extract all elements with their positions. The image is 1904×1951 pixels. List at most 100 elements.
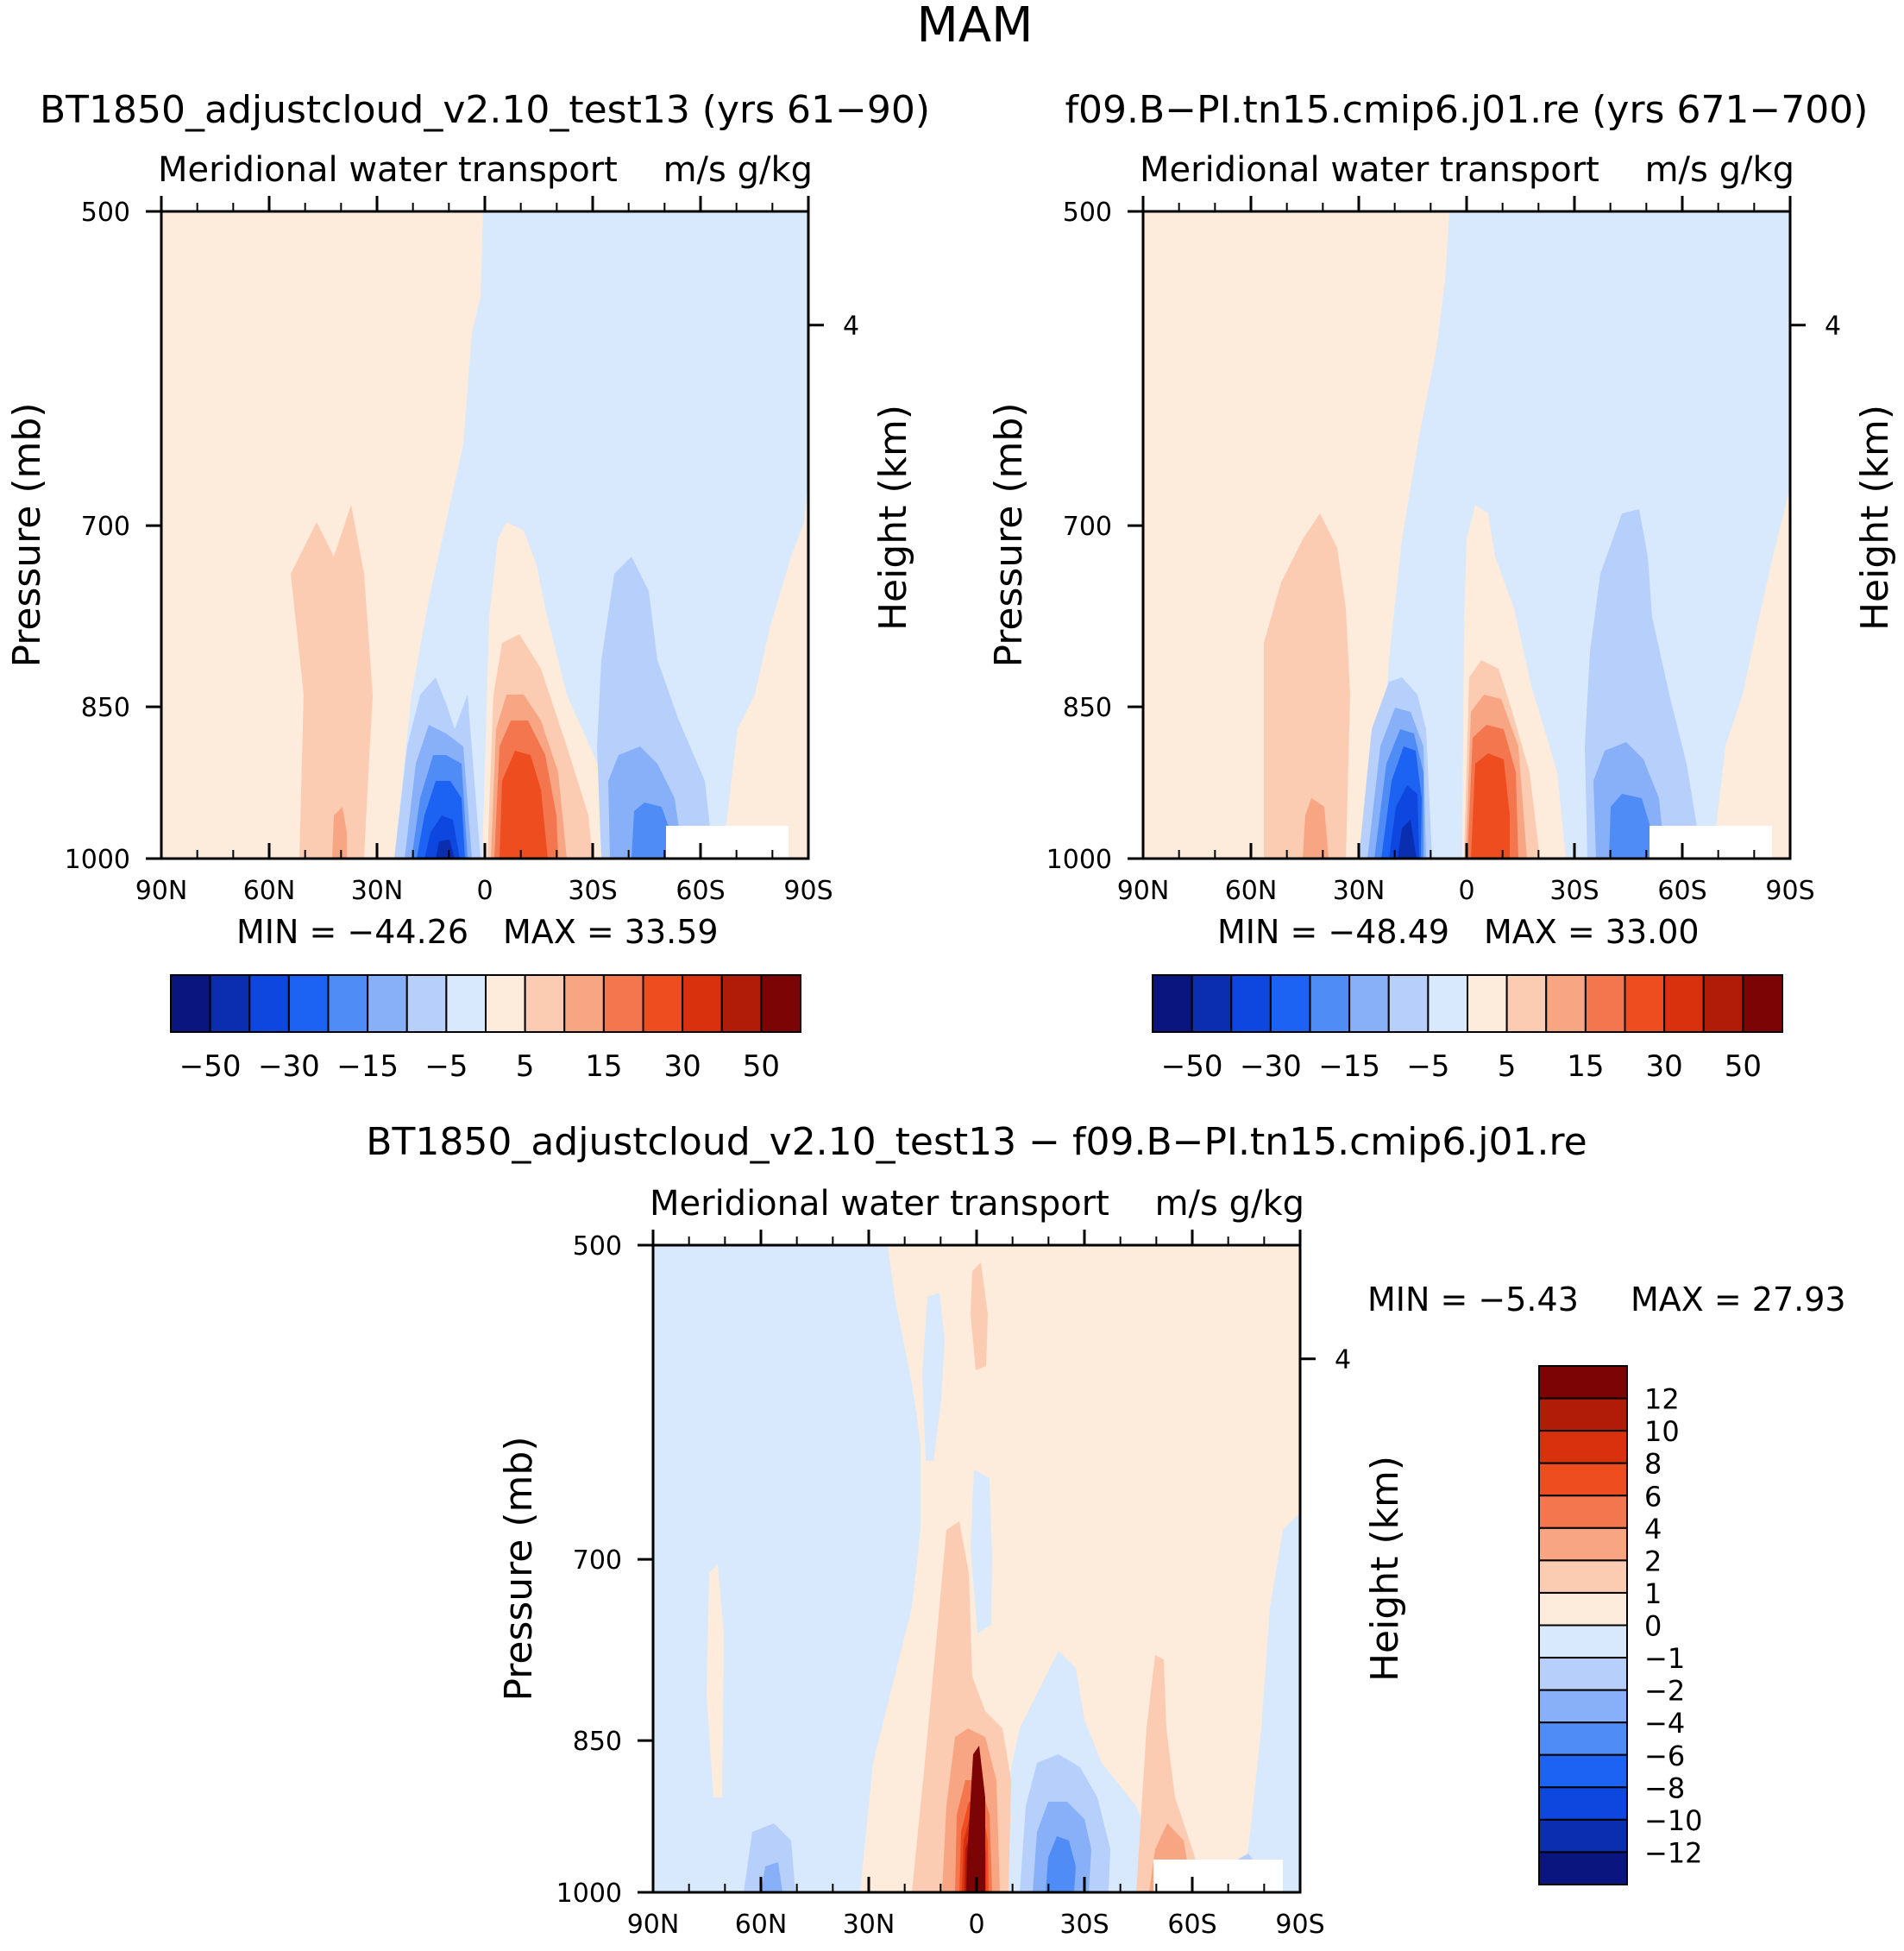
colorbar-box	[1624, 974, 1666, 1033]
panel1-region-north-midlat-20	[332, 807, 347, 859]
panel3-left-string: Meridional water transport	[650, 1184, 1109, 1224]
panel2-colorbar: −50 −30 −15 −5 5 15 30 50	[1152, 974, 1783, 1084]
y-tick-label: 500	[573, 1231, 622, 1262]
x-tick-label: 90N	[1117, 876, 1170, 906]
colorbar-box	[209, 974, 251, 1033]
x-tick-label: 0	[968, 1910, 984, 1940]
colorbar-box	[1538, 1851, 1628, 1885]
panel1-contours	[161, 211, 808, 859]
y-tick-label: 700	[1063, 512, 1112, 542]
colorbar-box	[1230, 974, 1272, 1033]
panel3-title: BT1850_adjustcloud_v2.10_test13 − f09.B−…	[366, 1120, 1587, 1164]
colorbar-box	[1538, 1397, 1628, 1432]
y-tick-label: 850	[573, 1727, 622, 1757]
colorbar-box	[524, 974, 566, 1033]
colorbar-label: 5	[1498, 1049, 1517, 1084]
colorbar-box	[1538, 1430, 1628, 1464]
panel3-right-string: m/s g/kg	[1155, 1184, 1304, 1224]
panel3-region-equator-12	[966, 1746, 985, 1892]
colorbar-box	[1538, 1657, 1628, 1691]
colorbar-box	[563, 974, 605, 1033]
colorbar-box	[760, 974, 801, 1033]
x-tick-label: 60N	[1225, 876, 1278, 906]
panel3-region-north-neg-patch-2	[761, 1862, 782, 1892]
panel1-region-subtrop-neg-40	[436, 840, 455, 859]
panel3-region-upper-negative-tongue	[922, 1293, 945, 1461]
panel1: BT1850_adjustcloud_v2.10_test13 (yrs 61−…	[5, 88, 930, 1084]
x-tick-label: 30S	[1549, 876, 1599, 906]
colorbar-box	[405, 974, 448, 1033]
x-tick-label: 30N	[351, 876, 404, 906]
panel1-region-north-midlat-15	[291, 505, 373, 859]
colorbar-box	[1538, 1786, 1628, 1821]
panel2-y2label: Height (km)	[1853, 405, 1897, 631]
panel3-max-label: MAX = 27.93	[1631, 1281, 1846, 1318]
panel1-axes: 90N 60N 30N 0 30S 60S 90S 500 700 850 1000 4	[65, 196, 859, 906]
panel1-region-south-midlat-neg-15	[632, 802, 672, 859]
colorbar-box	[170, 974, 211, 1033]
y-tick-label: 500	[81, 198, 130, 228]
colorbar-label: −8	[1644, 1772, 1685, 1804]
colorbar-box	[1545, 974, 1587, 1033]
colorbar-label: 1	[1644, 1577, 1662, 1610]
panel1-region-south-subtrop-30	[500, 751, 548, 859]
panel2-region-north-midlat-20	[1303, 798, 1329, 859]
colorbar-label: 12	[1644, 1383, 1680, 1416]
colorbar-box	[1191, 974, 1233, 1033]
x-tick-label: 90N	[627, 1910, 680, 1940]
panel3-region-south-midlat-pos-1	[1136, 1655, 1205, 1892]
colorbar-label: 5	[516, 1049, 535, 1084]
panel1-right-string: m/s g/kg	[663, 150, 813, 190]
x-tick-label: 30S	[1059, 1910, 1109, 1940]
y2-tick-label: 4	[843, 312, 859, 342]
colorbar-box	[682, 974, 723, 1033]
y-tick-label: 500	[1063, 198, 1112, 228]
panel2-region-north-positive	[1143, 211, 1449, 859]
panel2-min-label: MIN = −48.49	[1217, 913, 1449, 951]
panel3-missing-data	[1153, 1860, 1283, 1892]
colorbar-label: 8	[1644, 1448, 1662, 1481]
colorbar-label: −30	[1240, 1049, 1302, 1084]
panel1-max-label: MAX = 33.59	[503, 913, 719, 951]
panel2-right-string: m/s g/kg	[1645, 150, 1794, 190]
colorbar-box	[1742, 974, 1783, 1033]
colorbar-box	[445, 974, 487, 1033]
colorbar-box	[1152, 974, 1193, 1033]
y-tick-label: 1000	[65, 845, 130, 875]
x-tick-label: 60N	[735, 1910, 788, 1940]
panel2-region-subtrop-neg-40	[1398, 820, 1417, 859]
x-tick-label: 90N	[135, 876, 188, 906]
colorbar-box	[642, 974, 684, 1033]
figure-title: MAM	[917, 0, 1034, 53]
panel3-region-mid-negative-tongue	[971, 1470, 992, 1633]
y-tick-label: 850	[1063, 693, 1112, 723]
colorbar-label: −10	[1644, 1804, 1703, 1837]
panel1-min-label: MIN = −44.26	[236, 913, 468, 951]
x-tick-label: 90S	[1275, 1910, 1324, 1940]
panel2-region-south-midlat-neg-15	[1609, 794, 1652, 859]
y-tick-label: 850	[81, 693, 130, 723]
colorbar-box	[287, 974, 330, 1033]
colorbar-box	[1538, 1559, 1628, 1594]
colorbar-label: −50	[1161, 1049, 1223, 1084]
colorbar-label: 50	[1725, 1049, 1762, 1084]
colorbar-box	[1663, 974, 1705, 1033]
panel1-title: BT1850_adjustcloud_v2.10_test13 (yrs 61−…	[40, 88, 930, 132]
x-tick-label: 30N	[1333, 876, 1386, 906]
y2-tick-label: 4	[1335, 1345, 1351, 1375]
x-tick-label: 60S	[1167, 1910, 1216, 1940]
x-tick-label: 0	[476, 876, 493, 906]
panel3-region-north-pos-strip	[707, 1564, 724, 1797]
panel3-axes: 90N 60N 30N 0 30S 60S 90S 500 700 850 1000 4	[556, 1230, 1351, 1940]
panel3: BT1850_adjustcloud_v2.10_test13 − f09.B−…	[366, 1120, 1845, 1940]
colorbar-label: −12	[1644, 1836, 1703, 1869]
y-tick-label: 1000	[556, 1879, 622, 1909]
panel1-y2label: Height (km)	[871, 405, 915, 631]
colorbar-box	[327, 974, 369, 1033]
colorbar-label: −5	[424, 1049, 468, 1084]
colorbar-label: −4	[1644, 1707, 1685, 1740]
panel1-region-polar-positive	[722, 479, 808, 859]
colorbar-box	[1538, 1495, 1628, 1529]
colorbar-label: −5	[1406, 1049, 1449, 1084]
